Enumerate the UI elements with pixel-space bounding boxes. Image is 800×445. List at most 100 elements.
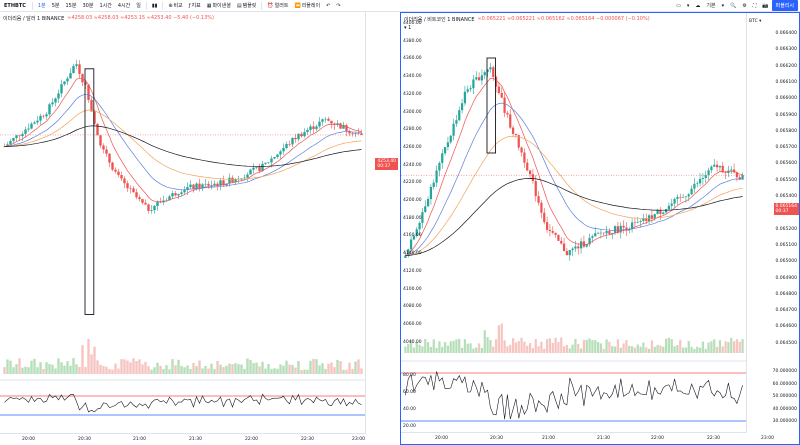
candle-body [282, 148, 285, 152]
undo-icon[interactable]: ↶ [326, 2, 331, 9]
templates-button[interactable]: ▤ 템플릿 [234, 2, 260, 10]
candle-body [183, 189, 186, 193]
candle-body [81, 74, 84, 83]
volume-bar [676, 345, 679, 353]
candle-body [696, 183, 699, 184]
candle-body [514, 133, 518, 136]
right-chart-pane[interactable]: 이더리움 / 비트코인 1 BINANCE ≈0.065221 ≈0.06522… [400, 12, 800, 445]
left-price-chart[interactable] [0, 12, 366, 434]
right-price-chart[interactable] [401, 13, 747, 433]
candle-body [156, 201, 159, 206]
time-tick: 21:30 [597, 436, 610, 441]
volume-bar [500, 323, 503, 353]
price-tick: 4180.00 [403, 215, 422, 221]
candle-body [150, 210, 153, 211]
candle-body [528, 170, 532, 175]
price-tick: 0.066400 [775, 31, 797, 36]
candle-body [324, 118, 327, 120]
volume-bar [249, 359, 252, 374]
interval-5m-button[interactable]: 5분 [51, 3, 60, 9]
candle-body [15, 135, 18, 139]
volume-bar [189, 368, 192, 374]
candle-body [300, 133, 303, 137]
volume-bar [724, 341, 727, 353]
camera-icon[interactable]: 📷 [762, 2, 769, 9]
cloud-icon[interactable]: ☁ [695, 2, 701, 9]
replay-button[interactable]: ⏪ 리플레이 [291, 2, 323, 10]
right-series-toggle[interactable]: ▾ 1 [404, 25, 411, 31]
financials-button[interactable]: ▦ 파이낸셜 [204, 2, 234, 10]
alert-button[interactable]: ⏰ 얼러트 [264, 2, 291, 10]
right-price-axis[interactable]: BTC ▾ 0.066400 0.066300 0.066200 0.066100 0.… [746, 13, 799, 444]
candle-body [596, 232, 600, 234]
candle-body [562, 243, 566, 252]
candle-body [27, 128, 30, 130]
volume-bar [696, 346, 699, 353]
volume-bar [51, 364, 54, 374]
volume-bar [642, 342, 645, 353]
right-time-axis[interactable]: 20:00 20:30 21:00 21:30 22:00 22:30 23:0… [401, 432, 774, 444]
fullscreen-icon[interactable]: ⛶ [752, 2, 757, 9]
candle-body [306, 129, 309, 133]
price-tick: 0.065700 [775, 145, 797, 151]
volume-bar [333, 367, 336, 374]
layout-select-icon[interactable]: ▭ [676, 2, 681, 9]
settings-icon[interactable]: ⚙ [742, 2, 747, 9]
candle-body [207, 183, 210, 186]
layout-chevron-icon[interactable]: ▾ [686, 2, 690, 9]
interval-30m-button[interactable]: 30분 [82, 3, 94, 9]
candle-body [201, 184, 204, 189]
candle-body [526, 162, 529, 171]
time-tick: 22:00 [245, 437, 258, 442]
volume-bar [243, 368, 246, 374]
volume-bar [534, 339, 537, 353]
interval-1m-button[interactable]: 1분 [37, 3, 46, 9]
chart-type-icon[interactable]: ▮▮ [151, 2, 158, 9]
layout-name-button[interactable]: 기본 [706, 3, 716, 9]
candle-body [6, 144, 9, 147]
volume-bar [114, 363, 117, 374]
candle-body [147, 204, 150, 211]
left-time-axis[interactable]: 20:00 20:30 21:00 21:30 22:00 22:30 23:0… [0, 433, 366, 445]
btc-axis-label[interactable]: BTC ▾ [749, 19, 762, 24]
plus-icon: ⊕ [168, 2, 173, 9]
left-countdown: 00:37 [377, 164, 391, 169]
quick-search-icon[interactable]: 🔍 [730, 2, 737, 9]
volume-bar [497, 325, 501, 353]
candle-body [93, 111, 96, 124]
left-price-axis[interactable]: 4253.40 00:37 [365, 12, 398, 445]
volume-bar [228, 363, 231, 374]
candle-body [591, 236, 594, 238]
highlight-rectangle [84, 68, 95, 315]
symbol-search-button[interactable]: ETHBTC [4, 2, 26, 9]
left-chart-pane[interactable]: 이더리움 / 달러 1 BINANCE ≈4258.03 ≈4258.03 ≈4… [0, 12, 398, 445]
candle-body [270, 158, 273, 163]
interval-4h-button[interactable]: 4시간 [117, 3, 131, 9]
indicators-button[interactable]: ƒ 지표 [186, 2, 204, 10]
interval-15m-button[interactable]: 15분 [65, 3, 77, 9]
compare-button[interactable]: ⊕ 비교 [165, 2, 185, 10]
price-tick: 4320.00 [403, 91, 422, 97]
candle-body [51, 102, 54, 105]
candle-body [701, 177, 705, 179]
candle-body [312, 126, 315, 130]
price-tick: 40.00 [403, 407, 416, 412]
price-tick: 0.066200 [775, 63, 797, 69]
candle-body [309, 126, 312, 130]
candle-body [412, 235, 416, 240]
layout-name-chevron-icon[interactable]: ▾ [721, 2, 725, 9]
candle-body [99, 135, 102, 146]
candle-body [441, 153, 444, 163]
publish-button[interactable]: 퍼블리시 [771, 0, 798, 11]
volume-bar [452, 340, 455, 353]
volume-bar [412, 347, 416, 353]
interval-1d-button[interactable]: 일 [136, 3, 141, 9]
candle-body [351, 133, 354, 135]
interval-1h-button[interactable]: 1시간 [99, 3, 112, 9]
price-tick: 0.066000 [775, 96, 797, 102]
volume-bar [18, 358, 21, 374]
redo-icon[interactable]: ↷ [336, 2, 341, 9]
volume-bar [45, 362, 48, 374]
volume-bar [198, 360, 201, 374]
